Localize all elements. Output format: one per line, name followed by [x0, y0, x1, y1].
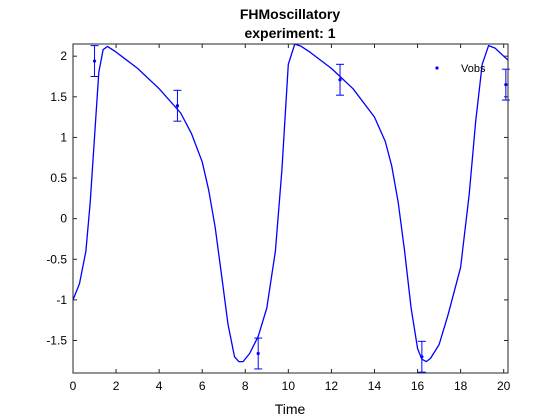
x-tick-label: 8: [242, 379, 249, 393]
y-tick-label: -0.5: [46, 252, 67, 266]
y-tick-label: 1: [60, 130, 67, 144]
vobs-point: [173, 89, 182, 122]
x-tick-label: 20: [497, 379, 511, 393]
vobs-marker: [420, 355, 424, 359]
x-tick-label: 0: [70, 379, 77, 393]
plot-frame: [72, 43, 509, 374]
y-tick-label: 1.5: [50, 90, 67, 104]
y-tick-label: -1: [56, 293, 67, 307]
x-tick-label: 4: [156, 379, 163, 393]
chart-title: FHMoscillatory: [240, 6, 341, 22]
vobs-point: [90, 45, 99, 77]
vobs-marker: [175, 104, 180, 108]
chart-subtitle: experiment: 1: [244, 25, 335, 41]
vobs-marker: [256, 351, 260, 356]
vobs-point: [336, 63, 345, 96]
axis-ticks: [72, 44, 508, 373]
legend: Vobs: [435, 63, 486, 75]
y-tick-label: 0.5: [50, 171, 67, 185]
x-tick-label: 6: [199, 379, 206, 393]
x-tick-label: 12: [325, 379, 339, 393]
x-axis-label: Time: [275, 401, 306, 417]
plot-area: [72, 43, 510, 374]
x-tick-label: 2: [113, 379, 120, 393]
vobs-point: [501, 68, 510, 101]
vobs-marker: [92, 59, 97, 63]
vobs-marker: [504, 83, 508, 87]
x-tick-label: 14: [368, 379, 382, 393]
series-layer: [72, 43, 510, 373]
vobs-point: [254, 337, 263, 370]
y-tick-label: 2: [60, 49, 67, 63]
y-tick-label: -1.5: [46, 334, 67, 348]
y-tick-label: 0: [60, 212, 67, 226]
x-tick-label: 16: [411, 379, 425, 393]
vobs-marker: [338, 78, 342, 82]
plot-background: [73, 44, 508, 373]
tick-labels: 0 2 4 6 8 10 12 14 16 18 20 -1.5 -1 -0.5 0 0.5 1 1.5 2: [46, 49, 510, 393]
legend-marker-vobs: [435, 66, 439, 70]
vobs-point: [417, 340, 426, 373]
x-tick-label: 10: [282, 379, 296, 393]
simulated-curve: [72, 43, 509, 363]
legend-label-vobs: Vobs: [461, 63, 486, 75]
x-tick-label: 18: [454, 379, 468, 393]
